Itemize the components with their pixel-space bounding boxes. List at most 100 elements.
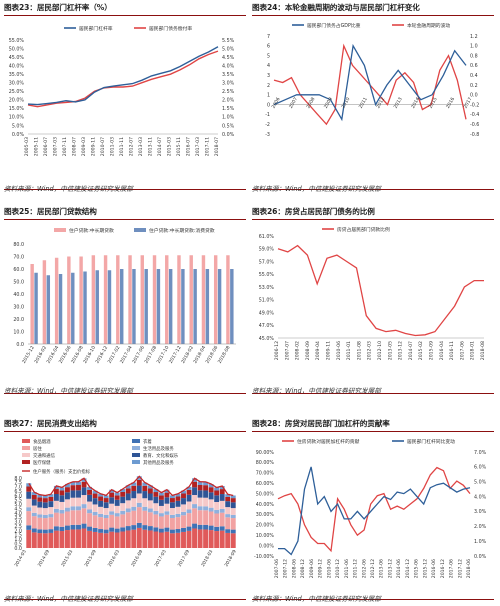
bar-segment — [136, 476, 142, 480]
bar-segment — [59, 526, 65, 532]
bar-segment — [175, 513, 181, 518]
series-line — [273, 43, 467, 122]
y-tick-label: 0.6 — [470, 63, 478, 69]
bar-segment — [164, 514, 170, 528]
y-tick-label: 35.0% — [9, 72, 25, 78]
bar-segment — [208, 487, 214, 493]
bar-segment — [53, 485, 59, 490]
y-tick-label: 45.0% — [259, 336, 275, 342]
panel-23-title: 图表23：居民部门杠杆率（%） — [4, 3, 112, 12]
x-tick-label: 2011-11 — [119, 137, 125, 156]
bar-segment — [125, 488, 131, 494]
bar-segment — [59, 495, 65, 502]
y-tick-label: 1.0 — [14, 537, 22, 543]
y-tick-label: 0.4 — [470, 73, 478, 79]
legend-label: 生活用品及服务 — [143, 445, 174, 452]
x-tick-label: 2013-06 — [379, 559, 385, 578]
x-tick-label: 2017-11 — [205, 137, 211, 156]
x-tick-label: 2008-06 — [291, 559, 297, 578]
bar-segment — [142, 510, 148, 526]
bar-segment — [192, 478, 198, 482]
bar-segment — [219, 500, 225, 509]
bar — [193, 269, 197, 344]
bar-segment — [203, 529, 209, 548]
x-tick-label: 2010-06 — [326, 559, 332, 578]
x-tick-label: 2014 — [410, 96, 421, 109]
bar-segment — [186, 513, 192, 527]
bar-segment — [59, 531, 65, 548]
x-tick-label: 2007-07 — [284, 341, 290, 360]
x-tick-label: 2005-03 — [24, 137, 30, 156]
x-tick-label: 2011-08 — [356, 341, 362, 360]
bar-segment — [186, 501, 192, 510]
y-tick-label: 7.0 — [14, 485, 22, 491]
bar — [54, 257, 59, 344]
bar-segment — [92, 527, 98, 532]
bar-segment — [48, 501, 54, 508]
bar — [156, 269, 161, 344]
y-tick-label: 30.0% — [9, 81, 25, 87]
bar-segment — [76, 485, 81, 491]
bar — [177, 255, 181, 344]
bar — [91, 255, 96, 344]
bar-segment — [81, 504, 87, 509]
legend-label: 其他用品及服务 — [143, 459, 174, 466]
bar-segment — [131, 498, 137, 507]
x-tick-label: 2009-11 — [326, 341, 332, 360]
bar-segment — [136, 507, 142, 523]
bar-segment — [230, 533, 236, 548]
bar-segment — [214, 487, 220, 491]
bar-segment — [214, 509, 220, 514]
x-tick-label: 2007-06 — [274, 559, 280, 578]
chart-24: 居民部门债务占GDP比重 本轮金融周期的波动 -3 -2 -1 0 1 2 3 4 5 6 7 -0.8 -… — [265, 22, 479, 138]
y-tick-label: 90.00% — [256, 450, 275, 456]
bar-segment — [31, 494, 37, 500]
bar-segment — [181, 515, 186, 528]
x-tick-label: 2013-05 — [387, 341, 393, 360]
y-tick-label: 6.5 — [14, 489, 22, 495]
legend-swatch — [132, 460, 140, 464]
y-tick-label: -10.00% — [254, 554, 274, 560]
bar-segment — [81, 528, 87, 548]
bar-segment — [142, 529, 148, 548]
y-tick-label: 20.00% — [256, 523, 275, 529]
bar-segment — [59, 509, 65, 514]
bar — [144, 269, 148, 344]
y-tick-label: 5.5 — [14, 498, 22, 504]
bar — [79, 256, 83, 344]
y-tick-label: 6 — [267, 44, 270, 50]
x-tick-label: 2008-09 — [305, 341, 311, 360]
legend-swatch — [132, 439, 140, 443]
y-tick-label: 2.0% — [474, 524, 487, 530]
bar-segment — [114, 492, 120, 496]
legend-label: 教育、文化和娱乐 — [143, 452, 179, 459]
bar-segment — [186, 509, 192, 514]
bar-segment — [70, 497, 76, 507]
x-tick-label: 2011-01 — [346, 341, 352, 360]
bar-segment — [142, 482, 148, 486]
bar-segment — [208, 530, 214, 548]
x-tick-label: 2013-11 — [148, 137, 154, 156]
bar-segment — [164, 489, 170, 493]
y-tick-label: 4.0% — [222, 63, 235, 69]
bar-segment — [109, 511, 115, 515]
bar-segment — [87, 526, 93, 531]
bar-segment — [87, 501, 93, 510]
bar-segment — [186, 486, 192, 490]
bar-segment — [31, 516, 37, 529]
y-tick-label: 80.0 — [13, 242, 24, 248]
y-tick-label: 10.0 — [13, 329, 24, 335]
y-tick-label: 7 — [267, 34, 270, 40]
bar-segment — [81, 523, 87, 529]
bar — [217, 269, 222, 344]
y-tick-label: 1.5% — [222, 106, 235, 112]
bar-segment — [114, 513, 120, 517]
x-tick-label: 2014-06 — [396, 559, 402, 578]
bar-segment — [76, 506, 81, 511]
chart-28: 住房贷款对居民加杠杆的贡献 居民部门杠杆同比变动 -10.00% 0.00% 10.00… — [254, 438, 487, 578]
bar-segment — [125, 508, 131, 513]
bar-segment — [70, 481, 76, 486]
source-note: 资料来源：Wind，中信建投证券研究发展部 — [252, 185, 381, 193]
bar-segment — [175, 517, 181, 530]
bar-segment — [203, 524, 209, 530]
